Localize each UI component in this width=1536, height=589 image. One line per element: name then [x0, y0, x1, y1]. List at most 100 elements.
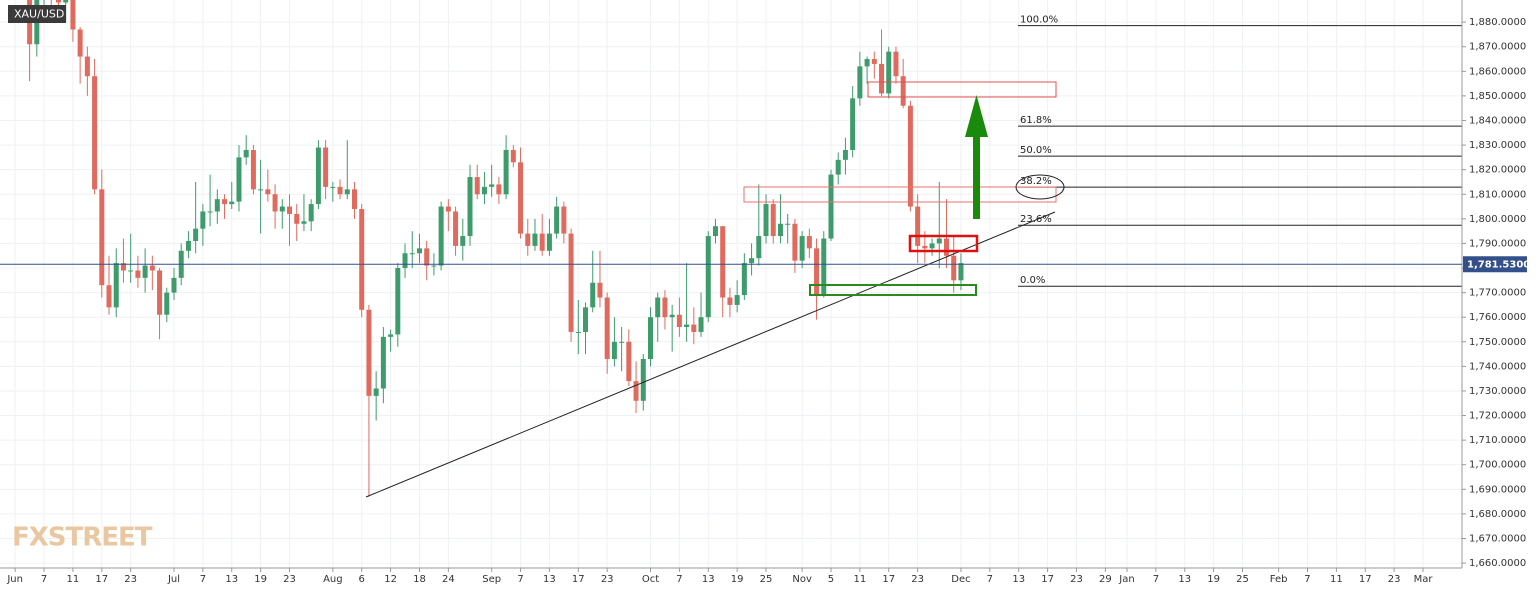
y-tick-label: 1,840.0000	[1469, 115, 1526, 126]
fib-label: 61.8%	[1020, 115, 1052, 126]
candle-body	[467, 177, 473, 237]
y-tick-label: 1,860.0000	[1469, 66, 1526, 77]
candle-body	[857, 66, 863, 99]
y-tick-label: 1,680.0000	[1469, 509, 1526, 520]
candle-body	[640, 358, 646, 401]
candle-body	[821, 238, 827, 296]
candle-body	[575, 331, 581, 333]
candle-body	[900, 76, 906, 106]
candle-body	[958, 263, 964, 281]
candle-body	[120, 263, 126, 271]
candle-body	[481, 186, 487, 195]
x-tick-label: 19	[1207, 574, 1220, 585]
candle-body	[814, 248, 820, 296]
x-tick-label: Mar	[1414, 574, 1434, 585]
y-tick-label: 1,790.0000	[1469, 238, 1526, 249]
fib-label: 50.0%	[1020, 145, 1052, 156]
y-tick-label: 1,810.0000	[1469, 189, 1526, 200]
red-box	[908, 234, 979, 253]
x-tick-label: 7	[41, 574, 47, 585]
candle-body	[792, 223, 798, 261]
candle-body	[749, 258, 755, 264]
candle-body	[250, 149, 256, 190]
fib-label: 0.0%	[1020, 275, 1045, 286]
x-tick-label: 6	[359, 574, 365, 585]
candle-body	[886, 51, 892, 94]
symbol: XAU/USD	[14, 8, 64, 21]
candle-body	[70, 0, 76, 30]
x-tick-label: 19	[731, 574, 744, 585]
candle-body	[893, 51, 899, 77]
fib-label: 38.2%	[1020, 176, 1052, 187]
x-tick-label: 18	[413, 574, 426, 585]
candle-body	[113, 263, 119, 308]
candle-body	[842, 149, 848, 160]
candle-body	[806, 236, 812, 249]
candle-body	[84, 56, 90, 77]
candle-body	[929, 243, 935, 249]
x-tick-label: 17	[1041, 574, 1054, 585]
candle-body	[106, 285, 112, 308]
candle-body	[510, 149, 516, 163]
x-tick-label: 13	[702, 574, 715, 585]
candle-body	[128, 270, 134, 272]
x-tick-label: Sep	[482, 574, 501, 585]
x-tick-label: 24	[442, 574, 455, 585]
x-tick-label: Aug	[323, 574, 343, 585]
x-tick-label: 25	[760, 574, 773, 585]
candle-body	[828, 174, 834, 239]
candle-body	[712, 226, 718, 237]
candle-body	[756, 236, 762, 259]
y-tick-label: 1,660.0000	[1469, 558, 1526, 569]
x-tick-label: 7	[676, 574, 682, 585]
candle-body	[590, 282, 596, 308]
candle-body	[258, 189, 264, 191]
candle-body	[229, 201, 235, 205]
x-tick-label: 13	[543, 574, 556, 585]
candle-body	[424, 248, 430, 266]
y-tick-label: 1,760.0000	[1469, 312, 1526, 323]
x-tick-label: 17	[1359, 574, 1372, 585]
y-tick-label: 1,670.0000	[1469, 533, 1526, 544]
candle-body	[944, 238, 950, 256]
arrow-shaft	[973, 135, 980, 219]
candle-body	[55, 0, 61, 3]
candle-body	[705, 236, 711, 318]
candle-body	[951, 255, 957, 281]
x-tick-label: 11	[854, 574, 867, 585]
candle-body	[720, 226, 726, 298]
candle-body	[359, 209, 365, 310]
candle-body	[315, 147, 321, 205]
candle-body	[474, 177, 480, 195]
candle-body	[164, 292, 170, 315]
x-tick-label: Feb	[1270, 574, 1288, 585]
candle-body	[171, 277, 177, 293]
x-tick-label: 11	[1330, 574, 1343, 585]
candle-body	[214, 199, 220, 212]
candle-body	[669, 314, 675, 318]
y-tick-label: 1,710.0000	[1469, 435, 1526, 446]
supply-box	[743, 186, 1057, 203]
y-tick-label: 1,830.0000	[1469, 140, 1526, 151]
candle-body	[532, 233, 538, 246]
candle-body	[287, 206, 293, 214]
candle-body	[915, 206, 921, 246]
x-tick-label: 7	[517, 574, 523, 585]
x-tick-label: 13	[1178, 574, 1191, 585]
x-tick-label: 12	[384, 574, 397, 585]
y-tick-label: 1,800.0000	[1469, 214, 1526, 225]
candle-body	[294, 213, 300, 224]
price-label: 1,781.5300	[1467, 259, 1530, 270]
candle-body	[907, 105, 913, 207]
candle-body	[691, 324, 697, 332]
candle-body	[63, 0, 69, 3]
y-tick-label: 1,700.0000	[1469, 460, 1526, 471]
candle-body	[409, 253, 415, 255]
y-tick-label: 1,850.0000	[1469, 91, 1526, 102]
candle-body	[799, 236, 805, 261]
candle-body	[864, 59, 870, 67]
watermark: FXSTREET	[12, 523, 153, 553]
candle-body	[741, 263, 747, 296]
x-tick-label: 25	[1236, 574, 1249, 585]
